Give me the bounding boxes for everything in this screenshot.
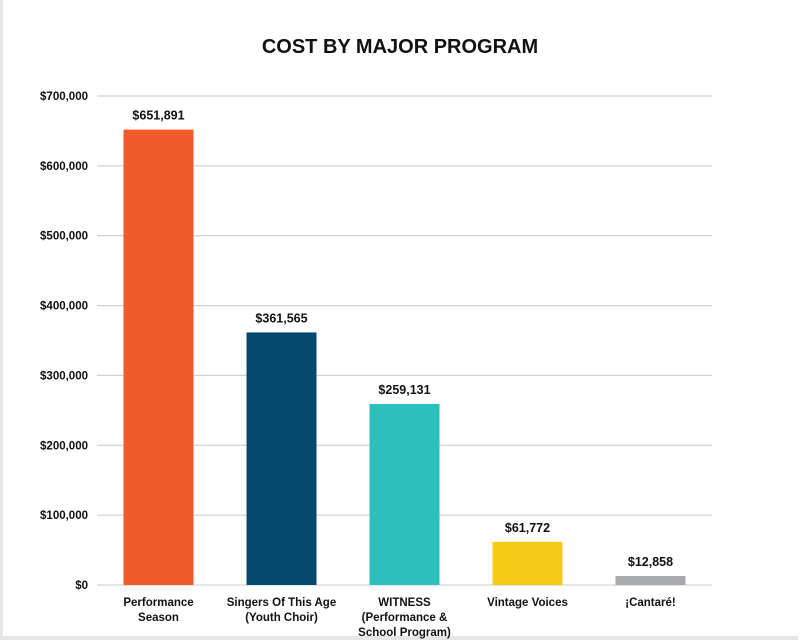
x-tick-label: Season [138, 612, 179, 624]
x-tick-label: (Youth Choir) [245, 612, 318, 624]
y-tick-label: $300,000 [40, 370, 88, 382]
y-tick-label: $200,000 [40, 440, 88, 452]
bar [369, 403, 440, 585]
x-tick-label: Performance [123, 597, 193, 609]
y-tick-label: $700,000 [40, 91, 88, 103]
data-labels: $651,891 $361,565 $259,131 $61,772 $12,858 [132, 109, 673, 569]
data-label: $12,858 [628, 555, 673, 569]
data-label: $61,772 [505, 521, 550, 535]
y-tick-label: $100,000 [40, 510, 88, 522]
bar [123, 129, 194, 585]
x-tick-label: ¡Cantaré! [625, 597, 675, 609]
y-tick-label: $500,000 [40, 231, 88, 243]
x-tick-label: WITNESS [378, 597, 431, 609]
y-tick-label: $400,000 [40, 301, 88, 313]
y-tick-label: $600,000 [40, 161, 88, 173]
chart-title: COST BY MAJOR PROGRAM [262, 36, 538, 58]
y-axis-labels: $0 $100,000 $200,000 $300,000 $400,000 $500,0… [40, 91, 88, 592]
x-tick-label: (Performance & [362, 612, 448, 624]
x-tick-label: Singers Of This Age [227, 597, 336, 609]
bars [123, 129, 686, 585]
x-tick-label: Vintage Voices [487, 597, 568, 609]
bar [615, 576, 686, 585]
bar [492, 541, 563, 585]
x-axis-labels: Performance Season Singers Of This Age (You… [123, 597, 675, 639]
data-label: $651,891 [132, 109, 184, 123]
x-tick-label: School Program) [358, 627, 451, 639]
data-label: $361,565 [255, 311, 307, 325]
bar [246, 332, 317, 585]
y-tick-label: $0 [75, 580, 88, 592]
data-label: $259,131 [378, 383, 430, 397]
